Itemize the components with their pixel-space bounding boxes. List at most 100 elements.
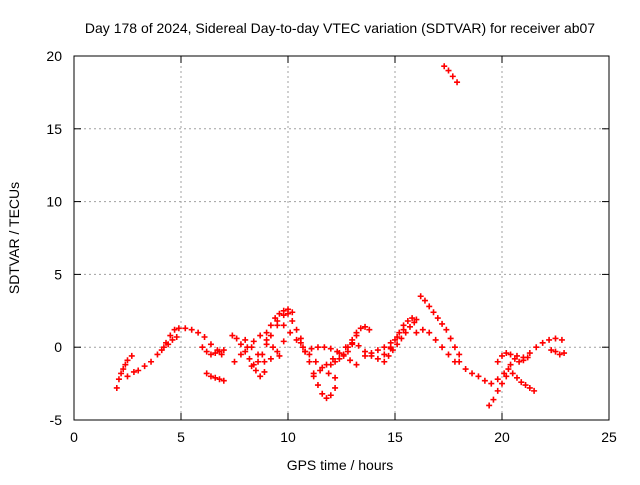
data-point [160, 344, 167, 351]
series-arc-3 [160, 334, 180, 351]
data-point [469, 370, 476, 377]
data-point [456, 351, 463, 358]
data-point [323, 395, 330, 402]
data-point [255, 358, 262, 365]
data-point [392, 336, 398, 343]
series-arc-25 [494, 350, 531, 365]
data-point [357, 325, 364, 332]
data-point [552, 335, 559, 342]
data-point [556, 351, 563, 358]
data-point [314, 382, 321, 389]
data-point [443, 326, 450, 333]
data-point [231, 358, 238, 365]
data-point [261, 368, 268, 375]
data-point [516, 358, 523, 365]
series-arc-23 [456, 352, 520, 387]
data-point [124, 357, 131, 364]
data-point [381, 351, 388, 358]
series-arc-27 [520, 335, 565, 361]
data-point [385, 352, 392, 359]
data-point [374, 355, 381, 362]
series-arc-4 [199, 344, 227, 358]
series-arc-22 [441, 63, 461, 86]
series-arc-20 [417, 293, 463, 358]
data-point [325, 370, 332, 377]
data-point [263, 329, 270, 336]
data-point [426, 329, 433, 336]
data-point [257, 373, 264, 380]
data-point [130, 368, 137, 375]
series-arc-21 [413, 326, 458, 365]
data-point [216, 376, 223, 383]
data-point [165, 341, 172, 348]
data-point [246, 355, 253, 362]
data-point [312, 358, 319, 365]
data-point [533, 344, 540, 351]
data-point [503, 350, 510, 357]
data-points [113, 63, 568, 409]
data-point [280, 307, 287, 314]
data-point [439, 320, 446, 327]
data-point [432, 336, 439, 343]
data-point [319, 390, 326, 397]
series-arc-16 [344, 323, 373, 351]
data-point [531, 387, 538, 394]
data-point [394, 341, 401, 348]
x-axis-label: GPS time / hours [287, 457, 394, 473]
data-point [518, 379, 525, 386]
data-point [347, 357, 354, 364]
series-arc-1 [113, 352, 135, 391]
data-point [274, 317, 281, 324]
data-point [426, 303, 433, 310]
data-point [306, 358, 313, 365]
data-point [336, 355, 343, 362]
series-arc-26 [505, 366, 538, 394]
data-point [499, 380, 505, 387]
data-point [374, 347, 381, 354]
data-point [368, 350, 375, 357]
data-point [280, 338, 287, 345]
data-point [522, 382, 529, 389]
series-arc-5 [203, 370, 227, 384]
data-point [203, 370, 210, 377]
data-point [250, 338, 257, 345]
data-point [445, 351, 452, 358]
data-point [400, 322, 407, 329]
data-point [396, 329, 403, 336]
axis-ticks: 0 5 10 15 20 25 -5 0 5 10 15 20 [46, 48, 617, 445]
data-point [297, 339, 304, 346]
data-point [154, 351, 161, 358]
data-point [511, 355, 518, 362]
data-point [546, 336, 553, 343]
data-point [481, 377, 488, 384]
data-point [441, 63, 448, 70]
data-point [220, 377, 227, 384]
y-tick-label: 15 [46, 121, 62, 137]
data-point [242, 348, 249, 355]
data-point [248, 344, 255, 351]
data-point [220, 347, 227, 354]
data-point [120, 366, 127, 373]
data-point [349, 336, 356, 343]
data-point [293, 326, 300, 333]
data-point [175, 325, 182, 332]
data-point [413, 316, 420, 323]
series-arc-10 [263, 307, 304, 342]
data-point [317, 367, 324, 374]
data-point [280, 322, 287, 329]
data-point [267, 355, 274, 362]
data-point [513, 374, 520, 381]
data-point [257, 332, 264, 339]
data-point [274, 348, 281, 355]
y-tick-label: -5 [50, 412, 63, 428]
x-tick-label: 10 [280, 429, 296, 445]
data-point [507, 351, 514, 358]
data-point [548, 347, 555, 354]
data-point [362, 352, 369, 359]
y-tick-label: 20 [46, 48, 62, 64]
data-point [242, 336, 249, 343]
data-point [276, 352, 283, 359]
data-point [327, 392, 334, 399]
data-point [447, 335, 454, 342]
